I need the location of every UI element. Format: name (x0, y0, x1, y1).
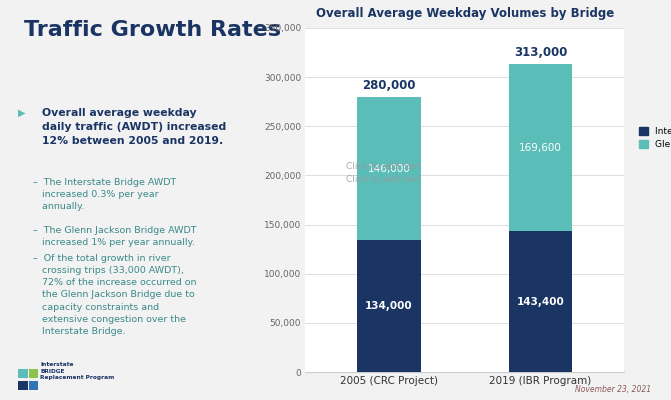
Text: –  The Interstate Bridge AWDT
   increased 0.3% per year
   annually.: – The Interstate Bridge AWDT increased 0… (33, 178, 176, 211)
Text: 280,000: 280,000 (362, 79, 415, 92)
FancyBboxPatch shape (18, 369, 28, 378)
Text: Click to add text: Click to add text (346, 175, 421, 184)
Text: 143,400: 143,400 (517, 296, 564, 306)
Text: 134,000: 134,000 (365, 301, 413, 311)
Text: –  Of the total growth in river
   crossing trips (33,000 AWDT),
   72% of the i: – Of the total growth in river crossing … (33, 254, 197, 336)
Text: Interstate
BRIDGE
Replacement Program: Interstate BRIDGE Replacement Program (40, 362, 115, 380)
Bar (509, 64, 572, 231)
Bar (357, 240, 421, 372)
FancyBboxPatch shape (29, 369, 38, 378)
Text: 169,600: 169,600 (519, 143, 562, 153)
Text: 313,000: 313,000 (514, 46, 567, 60)
Bar (509, 231, 572, 372)
Title: Overall Average Weekday Volumes by Bridge: Overall Average Weekday Volumes by Bridg… (315, 7, 614, 20)
Legend: Interstate Bridge, Glenn Jackson Bridge: Interstate Bridge, Glenn Jackson Bridge (635, 123, 671, 153)
Text: Click to add text: Click to add text (346, 162, 421, 170)
FancyBboxPatch shape (29, 381, 38, 390)
Text: ▶: ▶ (18, 108, 26, 118)
Text: Overall average weekday
daily traffic (AWDT) increased
12% between 2005 and 2019: Overall average weekday daily traffic (A… (42, 108, 226, 146)
Text: November 23, 2021: November 23, 2021 (575, 385, 651, 394)
Text: 146,000: 146,000 (368, 164, 410, 174)
Text: –  The Glenn Jackson Bridge AWDT
   increased 1% per year annually.: – The Glenn Jackson Bridge AWDT increase… (33, 226, 197, 247)
Bar (357, 97, 421, 240)
Text: Traffic Growth Rates: Traffic Growth Rates (24, 20, 281, 40)
FancyBboxPatch shape (18, 381, 28, 390)
